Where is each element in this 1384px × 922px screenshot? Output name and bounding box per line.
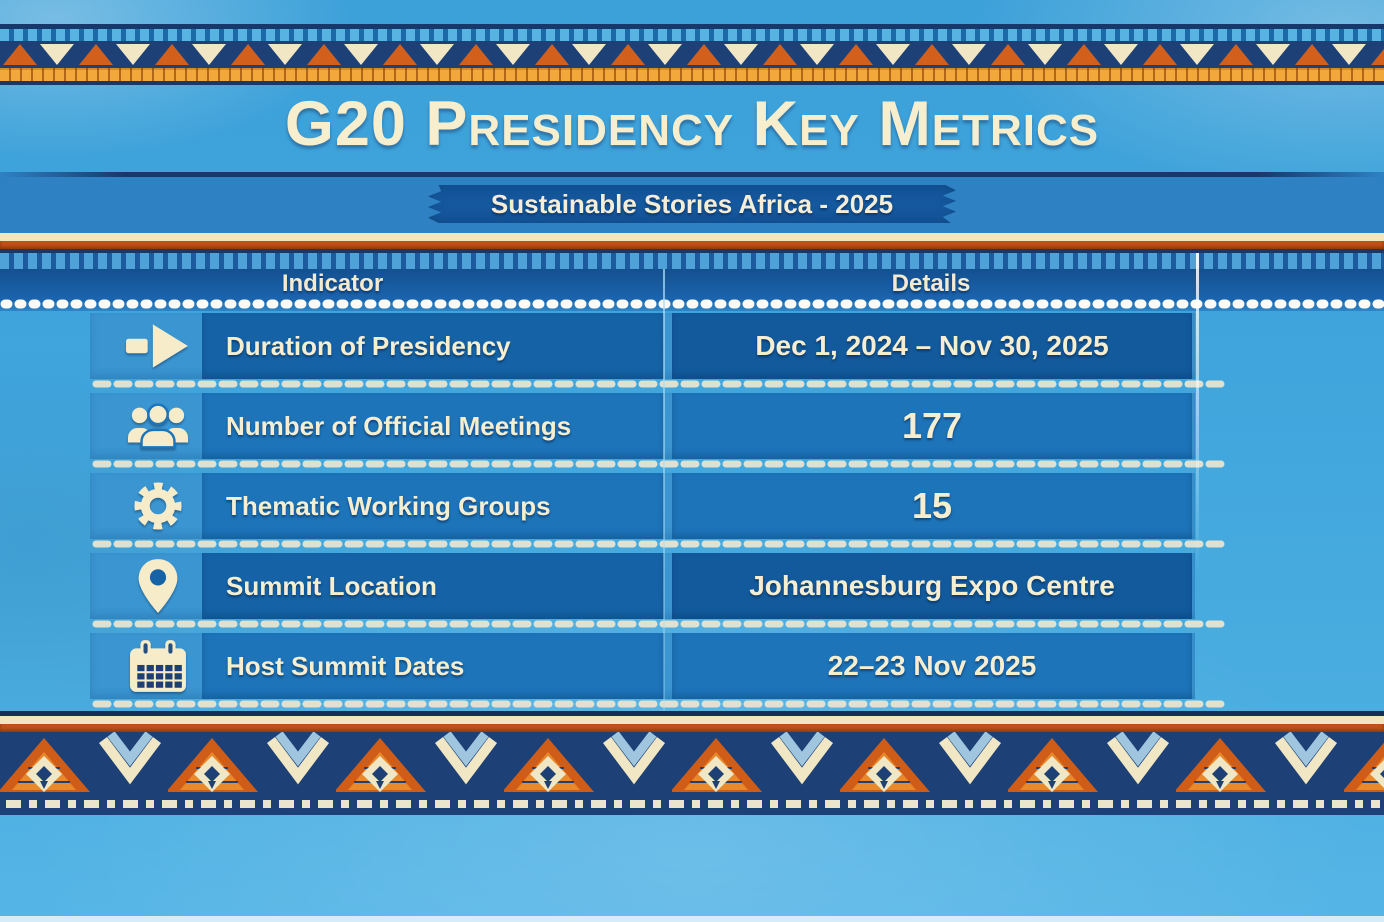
details-cell: Dec 1, 2024 – Nov 30, 2025 (672, 313, 1192, 379)
details-value: Dec 1, 2024 – Nov 30, 2025 (755, 330, 1109, 361)
indicator-label: Thematic Working Groups (226, 491, 551, 521)
details-value: 177 (901, 405, 963, 446)
header-orange-stripe (0, 241, 1384, 249)
details-cell: Johannesburg Expo Centre (672, 553, 1192, 619)
row-band: Summit Location Johannesburg Expo Centre (90, 553, 1195, 619)
column-header-details: Details (891, 270, 971, 297)
bottom-edge-strip (0, 916, 1384, 922)
row-separator-dashes (92, 620, 1230, 628)
row-separator-dashes (92, 540, 1230, 548)
top-navy-line-2 (0, 81, 1384, 85)
details-value: 22–23 Nov 2025 (827, 650, 1037, 681)
column-header-indicator: Indicator (281, 270, 384, 297)
table-row: Thematic Working Groups 15 (90, 471, 1240, 551)
indicator-label: Host Summit Dates (226, 651, 465, 681)
row-separator-dashes (92, 700, 1230, 708)
indicator-label: Duration of Presidency (226, 331, 511, 361)
bottom-dash-band (0, 794, 1384, 815)
subtitle-band: Sustainable Stories Africa - 2025 (0, 172, 1384, 233)
page-title: G20 Presidency Key Metrics (284, 89, 1100, 159)
header-cream-stripe (0, 233, 1384, 241)
gear-icon (134, 482, 182, 530)
indicator-cell: Summit Location (202, 553, 664, 619)
row-separator-dashes (92, 460, 1230, 468)
bottom-motif-band (0, 732, 1384, 794)
row-separator-dashes (92, 380, 1230, 388)
table-row: Number of Official Meetings 177 (90, 391, 1240, 471)
table-header: Indicator Details (0, 233, 1384, 311)
details-value: 15 (911, 485, 953, 526)
row-band: Duration of Presidency Dec 1, 2024 – Nov… (90, 313, 1195, 379)
indicator-cell: Host Summit Dates (202, 633, 664, 699)
title-underline (0, 172, 1384, 177)
people-group-icon (127, 403, 189, 449)
header-dotted-line (0, 299, 1384, 311)
row-icon-slot (112, 553, 204, 619)
bottom-orange-stripe (0, 724, 1384, 732)
bottom-border-pattern (0, 711, 1384, 815)
top-border-pattern (0, 24, 1384, 85)
header-tick-band (0, 253, 1384, 269)
indicator-cell: Duration of Presidency (202, 313, 664, 379)
top-amber-band (0, 68, 1384, 81)
indicator-cell: Number of Official Meetings (202, 393, 664, 459)
table-row: Summit Location Johannesburg Expo Centre (90, 551, 1240, 631)
calendar-icon (130, 640, 186, 692)
table-row: Host Summit Dates 22–23 Nov 2025 (90, 631, 1240, 711)
subtitle-text: Sustainable Stories Africa - 2025 (490, 189, 894, 219)
row-icon-slot (112, 633, 204, 699)
subtitle-ribbon: Sustainable Stories Africa - 2025 (428, 185, 956, 223)
table-right-divider (1196, 253, 1199, 573)
details-value: Johannesburg Expo Centre (749, 570, 1115, 601)
row-icon-slot (112, 393, 204, 459)
arrow-right-icon (126, 324, 188, 368)
row-icon-slot (112, 313, 204, 379)
row-band: Host Summit Dates 22–23 Nov 2025 (90, 633, 1195, 699)
details-cell: 15 (672, 473, 1192, 539)
row-band: Thematic Working Groups 15 (90, 473, 1195, 539)
table-row: Duration of Presidency Dec 1, 2024 – Nov… (90, 311, 1240, 391)
column-divider (663, 269, 665, 711)
bottom-cream-stripe (0, 716, 1384, 724)
row-band: Number of Official Meetings 177 (90, 393, 1195, 459)
indicator-label: Summit Location (226, 571, 437, 601)
row-icon-slot (112, 473, 204, 539)
top-tick-band (0, 29, 1384, 41)
indicator-cell: Thematic Working Groups (202, 473, 664, 539)
location-pin-icon (138, 559, 178, 613)
header-navy-line (0, 249, 1384, 253)
metrics-table-body: Duration of Presidency Dec 1, 2024 – Nov… (90, 311, 1240, 711)
indicator-label: Number of Official Meetings (226, 411, 572, 441)
bottom-navy-line (0, 711, 1384, 716)
top-triangle-pattern (0, 41, 1384, 68)
details-cell: 22–23 Nov 2025 (672, 633, 1192, 699)
top-navy-line (0, 24, 1384, 29)
details-cell: 177 (672, 393, 1192, 459)
header-row: Indicator Details (0, 269, 1384, 299)
